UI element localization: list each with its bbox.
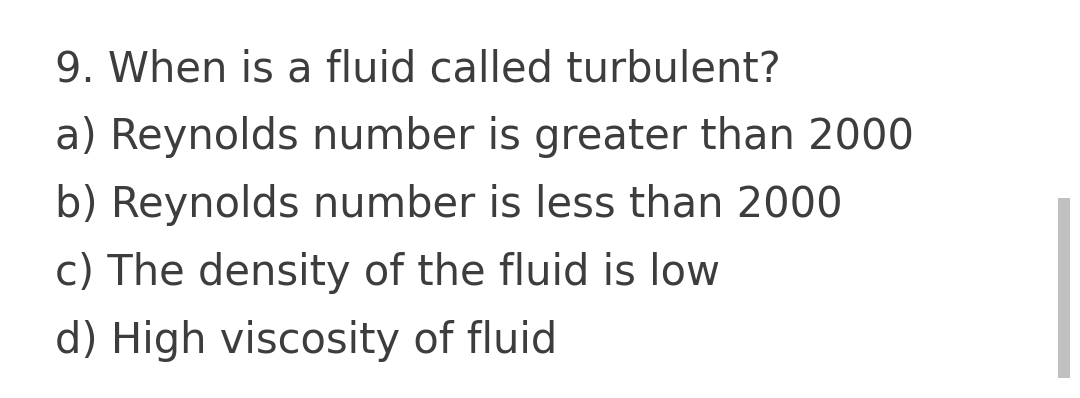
Text: 9. When is a fluid called turbulent?: 9. When is a fluid called turbulent? xyxy=(55,48,781,90)
Text: c) The density of the fluid is low: c) The density of the fluid is low xyxy=(55,252,720,294)
Text: a) Reynolds number is greater than 2000: a) Reynolds number is greater than 2000 xyxy=(55,116,914,158)
FancyBboxPatch shape xyxy=(1058,198,1070,378)
Text: d) High viscosity of fluid: d) High viscosity of fluid xyxy=(55,320,557,362)
Text: b) Reynolds number is less than 2000: b) Reynolds number is less than 2000 xyxy=(55,184,842,226)
